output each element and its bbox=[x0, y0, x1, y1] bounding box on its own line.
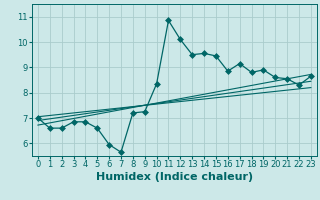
X-axis label: Humidex (Indice chaleur): Humidex (Indice chaleur) bbox=[96, 172, 253, 182]
